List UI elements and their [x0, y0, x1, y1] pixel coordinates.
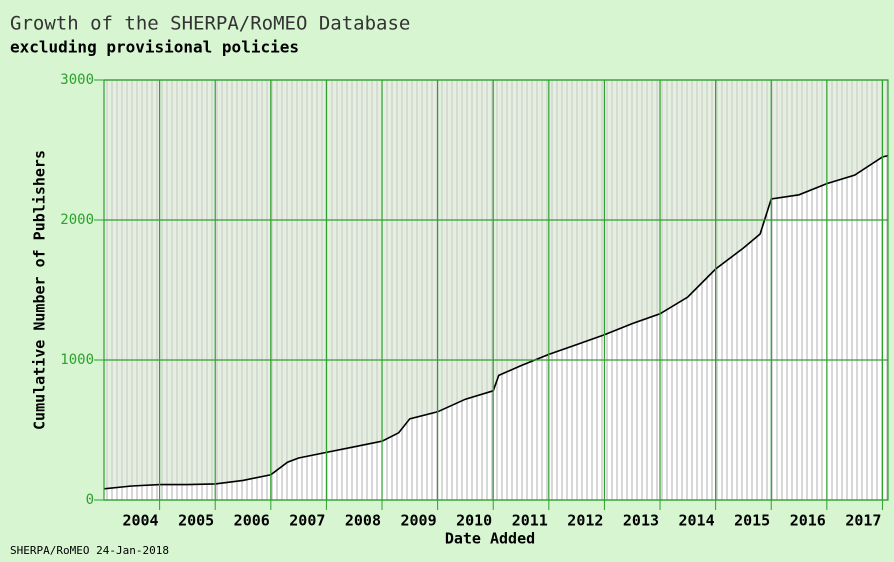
x-tick-label: 2013 — [623, 512, 659, 530]
x-tick-label: 2012 — [567, 512, 603, 530]
x-tick-label: 2009 — [400, 512, 436, 530]
y-tick-label: 0 — [86, 492, 94, 508]
x-tick-label: 2017 — [845, 512, 881, 530]
area — [104, 155, 888, 500]
chart-title: Growth of the SHERPA/RoMEO Database — [10, 13, 410, 35]
footer: SHERPA/RoMEO 24-Jan-2018 — [10, 544, 169, 557]
x-tick-label: 2011 — [512, 512, 548, 530]
y-tick-label: 2000 — [60, 212, 94, 228]
x-tick-label: 2004 — [122, 512, 158, 530]
x-tick-label: 2008 — [345, 512, 381, 530]
x-tick-label: 2016 — [790, 512, 826, 530]
y-tick-label: 1000 — [60, 352, 94, 368]
x-tick-label: 2006 — [234, 512, 270, 530]
plot-border — [103, 79, 889, 501]
x-tick-label: 2007 — [289, 512, 325, 530]
line — [103, 154, 889, 490]
x-tick-label: 2015 — [734, 512, 770, 530]
x-axis-label: Date Added — [445, 530, 535, 548]
y-tick-label: 3000 — [60, 72, 94, 88]
x-tick-label: 2010 — [456, 512, 492, 530]
chart-subtitle: excluding provisional policies — [10, 38, 299, 57]
y-axis-label: Cumulative Number of Publishers — [31, 150, 49, 430]
x-tick-label: 2005 — [178, 512, 214, 530]
x-tick-label: 2014 — [679, 512, 715, 530]
